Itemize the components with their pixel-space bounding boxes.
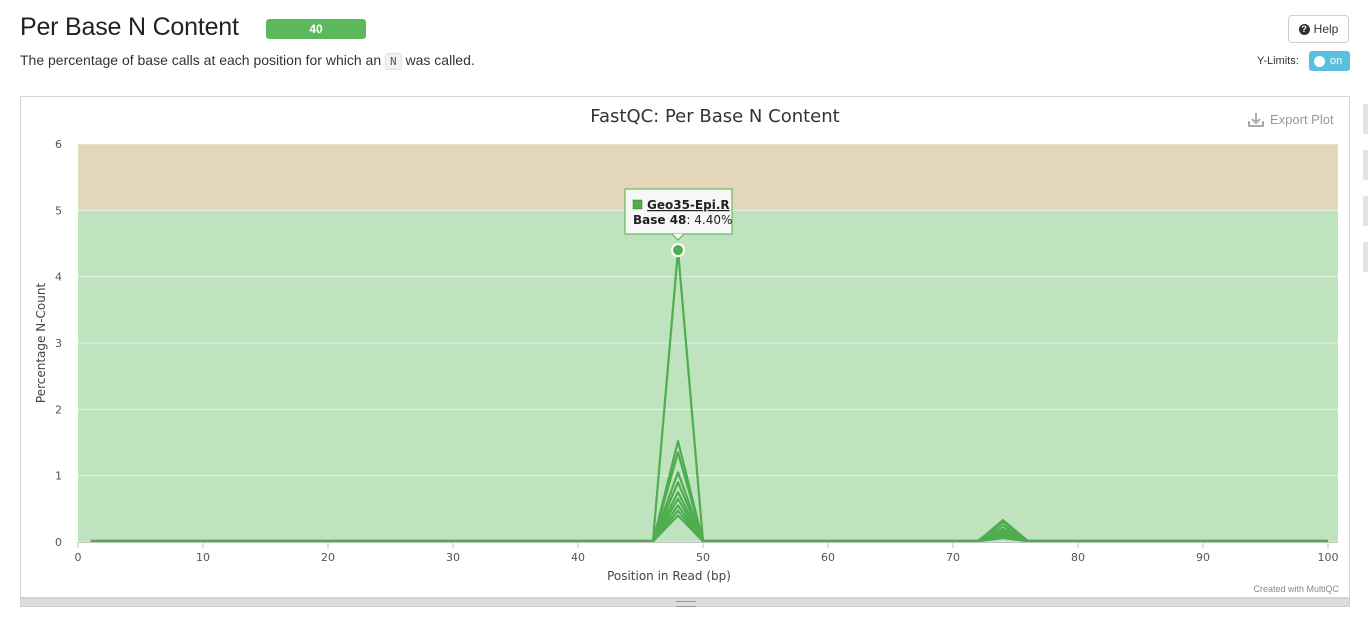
export-plot-button[interactable]: Export Plot bbox=[1248, 112, 1334, 127]
x-tick-label: 70 bbox=[946, 551, 960, 564]
x-tick-label: 50 bbox=[696, 551, 710, 564]
download-icon bbox=[1248, 113, 1264, 127]
plot-container: 0 10 20 30 40 50 60 70 80 90 100 0 1 2 3 4 5 6 FastQC: P… bbox=[20, 96, 1350, 598]
x-axis: 0 10 20 30 40 50 60 70 80 90 100 bbox=[75, 542, 1339, 564]
section-description: The percentage of base calls at each pos… bbox=[20, 52, 475, 70]
help-button-label: Help bbox=[1313, 22, 1339, 36]
x-tick-label: 100 bbox=[1318, 551, 1339, 564]
plot-band-0 bbox=[78, 210, 1338, 542]
x-tick-label: 90 bbox=[1196, 551, 1210, 564]
x-axis-label: Position in Read (bp) bbox=[607, 569, 731, 583]
tooltip: Geo35-Epi.R Base 48: 4.40% bbox=[624, 188, 733, 241]
x-tick-label: 60 bbox=[821, 551, 835, 564]
x-tick-label: 80 bbox=[1071, 551, 1085, 564]
tooltip-base: Base 48 bbox=[633, 213, 686, 227]
side-tab[interactable] bbox=[1363, 150, 1368, 180]
credit-text: Created with MultiQC bbox=[1253, 584, 1339, 594]
help-button[interactable]: ? Help bbox=[1288, 15, 1349, 43]
tooltip-value-text: : 4.40% bbox=[686, 213, 732, 227]
y-axis-label: Percentage N-Count bbox=[34, 283, 48, 404]
tooltip-box bbox=[624, 188, 733, 235]
y-tick-label: 3 bbox=[55, 337, 62, 350]
tooltip-swatch bbox=[632, 199, 643, 210]
series-line[interactable] bbox=[90, 249, 1329, 542]
tooltip-sample: Geo35-Epi.R bbox=[647, 198, 730, 212]
resize-grip-icon bbox=[676, 601, 696, 607]
description-text-end: was called. bbox=[401, 52, 475, 68]
description-text-start: The percentage of base calls at each pos… bbox=[20, 52, 385, 68]
side-tab[interactable] bbox=[1363, 242, 1368, 272]
toggle-label: on bbox=[1330, 55, 1343, 67]
plot-resize-handle[interactable] bbox=[20, 598, 1350, 607]
sample-count-badge: 40 bbox=[266, 19, 366, 39]
side-tab[interactable] bbox=[1363, 196, 1368, 226]
y-axis: 0 1 2 3 4 5 6 bbox=[55, 138, 62, 549]
chart-title: FastQC: Per Base N Content bbox=[590, 106, 839, 127]
export-plot-label: Export Plot bbox=[1270, 112, 1334, 127]
page-title: Per Base N Content bbox=[20, 13, 239, 41]
y-tick-label: 0 bbox=[55, 536, 62, 549]
x-tick-label: 0 bbox=[75, 551, 82, 564]
description-code: N bbox=[385, 53, 402, 70]
y-tick-label: 1 bbox=[55, 470, 62, 483]
tooltip-arrow bbox=[671, 233, 685, 241]
side-tab[interactable] bbox=[1363, 104, 1368, 134]
x-tick-label: 20 bbox=[321, 551, 335, 564]
x-tick-label: 30 bbox=[446, 551, 460, 564]
x-tick-label: 40 bbox=[571, 551, 585, 564]
x-tick-label: 10 bbox=[196, 551, 210, 564]
highlight-point[interactable] bbox=[671, 243, 685, 258]
series-group bbox=[90, 243, 1329, 543]
chart[interactable]: 0 10 20 30 40 50 60 70 80 90 100 0 1 2 3 4 5 6 FastQC: P… bbox=[21, 97, 1349, 597]
y-limits-toggle[interactable]: on bbox=[1309, 51, 1350, 71]
toggle-knob-icon bbox=[1314, 55, 1325, 67]
y-tick-label: 4 bbox=[55, 271, 62, 284]
question-icon: ? bbox=[1298, 23, 1310, 35]
plot-bands bbox=[78, 144, 1338, 542]
y-tick-label: 5 bbox=[55, 204, 62, 217]
y-tick-label: 2 bbox=[55, 403, 62, 416]
y-tick-label: 6 bbox=[55, 138, 62, 151]
tooltip-value: Base 48: 4.40% bbox=[633, 213, 732, 227]
y-limits-label: Y-Limits: bbox=[1257, 55, 1299, 67]
